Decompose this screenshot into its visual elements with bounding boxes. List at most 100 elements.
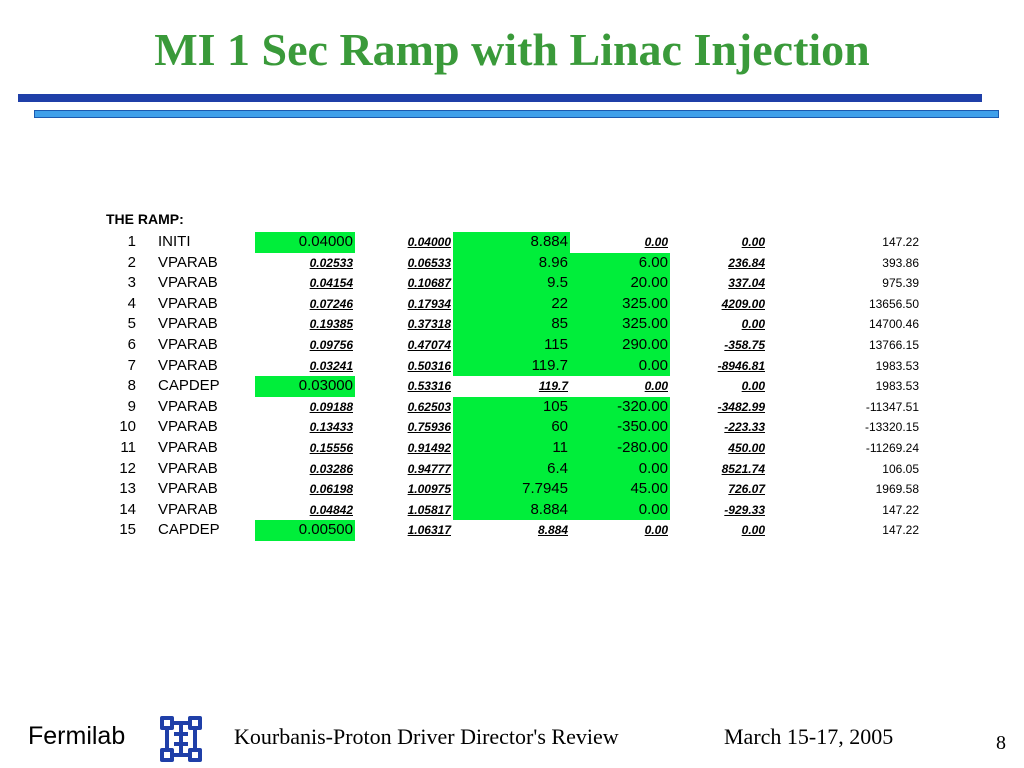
row-command: VPARAB bbox=[158, 356, 218, 374]
cell-cumulative-time: 0.10687 bbox=[407, 276, 451, 291]
table-label: THE RAMP: bbox=[106, 211, 184, 227]
cell-momentum: 60 bbox=[453, 417, 570, 438]
cell-second-derivative: 0.00 bbox=[741, 317, 765, 332]
table-row: 15 CAPDEP 0.00500 1.06317 8.884 0.00 0.00 147.2… bbox=[0, 520, 1024, 541]
cell-rate: 0.00 bbox=[570, 458, 670, 480]
cell-second-derivative: -929.33 bbox=[724, 502, 765, 517]
table-row: 4 VPARAB 0.07246 0.17934 22 325.00 4209.00 1365… bbox=[0, 293, 1024, 315]
row-index: 7 bbox=[127, 356, 136, 374]
cell-duration: 0.06198 bbox=[309, 482, 353, 497]
cell-value: -11347.51 bbox=[865, 399, 919, 414]
cell-duration: 0.02533 bbox=[309, 255, 353, 270]
cell-second-derivative: 337.04 bbox=[728, 276, 765, 291]
row-command: INITI bbox=[158, 233, 191, 250]
cell-momentum: 8.884 bbox=[453, 499, 570, 521]
cell-duration: 0.03000 bbox=[255, 376, 355, 397]
cell-momentum: 105 bbox=[453, 396, 570, 418]
cell-second-derivative: 0.00 bbox=[741, 523, 765, 538]
cell-duration: 0.00500 bbox=[255, 520, 355, 541]
table-row: 9 VPARAB 0.09188 0.62503 105 -320.00 -3482.99 -… bbox=[0, 396, 1024, 418]
table-row: 13 VPARAB 0.06198 1.00975 7.7945 45.00 726.07 1… bbox=[0, 479, 1024, 500]
cell-cumulative-time: 1.06317 bbox=[407, 523, 451, 538]
page-number: 8 bbox=[996, 732, 1006, 754]
cell-momentum: 119.7 bbox=[453, 355, 570, 377]
table-row: 10 VPARAB 0.13433 0.75936 60 -350.00 -223.33 -1… bbox=[0, 417, 1024, 438]
row-command: VPARAB bbox=[158, 500, 218, 518]
slide-title: MI 1 Sec Ramp with Linac Injection bbox=[154, 24, 870, 75]
cell-value: -13320.15 bbox=[864, 420, 919, 435]
cell-value: 13656.50 bbox=[868, 296, 919, 311]
row-command: VPARAB bbox=[158, 480, 218, 498]
row-index: 9 bbox=[127, 397, 136, 415]
cell-momentum: 8.96 bbox=[453, 252, 570, 274]
cell-cumulative-time: 1.00975 bbox=[407, 482, 451, 497]
row-index: 1 bbox=[127, 233, 136, 250]
cell-second-derivative: 450.00 bbox=[728, 440, 765, 455]
cell-cumulative-time: 1.05817 bbox=[407, 502, 451, 517]
row-index: 10 bbox=[119, 418, 136, 436]
cell-cumulative-time: 0.75936 bbox=[407, 420, 451, 435]
row-index: 2 bbox=[127, 253, 136, 271]
cell-rate: -320.00 bbox=[570, 396, 670, 418]
row-command: CAPDEP bbox=[158, 521, 220, 539]
title-divider-light bbox=[34, 110, 999, 118]
cell-rate: 45.00 bbox=[570, 479, 670, 500]
row-index: 6 bbox=[127, 335, 136, 353]
cell-rate: 0.00 bbox=[570, 499, 670, 521]
row-index: 5 bbox=[127, 315, 136, 333]
table-row: 2 VPARAB 0.02533 0.06533 8.96 6.00 236.84 393.8… bbox=[0, 252, 1024, 274]
cell-momentum: 11 bbox=[453, 437, 570, 459]
cell-duration: 0.19385 bbox=[309, 317, 353, 332]
row-command: VPARAB bbox=[158, 459, 218, 477]
row-command: VPARAB bbox=[158, 397, 218, 415]
cell-cumulative-time: 0.17934 bbox=[407, 296, 451, 311]
footer-date: March 15-17, 2005 bbox=[724, 724, 894, 749]
table-row: 3 VPARAB 0.04154 0.10687 9.5 20.00 337.04 975.3… bbox=[0, 273, 1024, 294]
cell-second-derivative: -223.33 bbox=[724, 420, 765, 435]
cell-duration: 0.04842 bbox=[309, 502, 353, 517]
row-command: CAPDEP bbox=[158, 377, 220, 395]
cell-second-derivative: -358.75 bbox=[724, 337, 765, 352]
table-row: 12 VPARAB 0.03286 0.94777 6.4 0.00 8521.74 106.… bbox=[0, 458, 1024, 480]
cell-duration: 0.09188 bbox=[309, 399, 353, 414]
row-command: VPARAB bbox=[158, 418, 218, 436]
cell-rate: 0.00 bbox=[644, 379, 668, 394]
row-command: VPARAB bbox=[158, 294, 218, 312]
row-index: 8 bbox=[127, 377, 136, 395]
table-row: 6 VPARAB 0.09756 0.47074 115 290.00 -358.75 137… bbox=[0, 334, 1024, 356]
row-index: 15 bbox=[119, 521, 136, 539]
fermilab-wordmark: Fermilab bbox=[28, 722, 126, 750]
footer-review-title: Kourbanis-Proton Driver Director's Revie… bbox=[234, 724, 619, 749]
cell-second-derivative: 8521.74 bbox=[721, 461, 765, 476]
cell-duration: 0.13433 bbox=[309, 420, 353, 435]
cell-rate: 0.00 bbox=[570, 355, 670, 377]
cell-value: 14700.46 bbox=[868, 317, 919, 332]
cell-second-derivative: 0.00 bbox=[741, 379, 765, 394]
cell-momentum: 8.884 bbox=[537, 523, 568, 538]
table-row: 11 VPARAB 0.15556 0.91492 11 -280.00 450.00 -11… bbox=[0, 437, 1024, 459]
row-index: 4 bbox=[127, 294, 136, 312]
cell-momentum: 85 bbox=[453, 314, 570, 335]
table-row: 8 CAPDEP 0.03000 0.53316 119.7 0.00 0.00 1983.5… bbox=[0, 376, 1024, 397]
table-row: 14 VPARAB 0.04842 1.05817 8.884 0.00 -929.33 14… bbox=[0, 499, 1024, 521]
cell-rate: 20.00 bbox=[570, 273, 670, 294]
cell-rate: 0.00 bbox=[644, 235, 668, 249]
row-index: 12 bbox=[119, 459, 136, 477]
cell-duration: 0.03241 bbox=[309, 358, 353, 373]
cell-momentum: 22 bbox=[453, 293, 570, 315]
cell-value: 975.39 bbox=[882, 276, 919, 291]
cell-value: -11269.24 bbox=[865, 440, 919, 455]
cell-momentum: 9.5 bbox=[453, 273, 570, 294]
cell-cumulative-time: 0.53316 bbox=[407, 379, 451, 394]
cell-cumulative-time: 0.62503 bbox=[407, 399, 451, 414]
row-index: 14 bbox=[119, 500, 136, 518]
cell-duration: 0.03286 bbox=[309, 461, 353, 476]
cell-rate: 6.00 bbox=[570, 252, 670, 274]
cell-cumulative-time: 0.06533 bbox=[407, 255, 451, 270]
fermilab-logo-icon bbox=[160, 716, 202, 762]
cell-duration: 0.09756 bbox=[309, 337, 353, 352]
cell-momentum: 119.7 bbox=[538, 379, 568, 394]
row-index: 13 bbox=[119, 480, 136, 498]
cell-cumulative-time: 0.47074 bbox=[407, 337, 451, 352]
cell-rate: 325.00 bbox=[570, 314, 670, 335]
